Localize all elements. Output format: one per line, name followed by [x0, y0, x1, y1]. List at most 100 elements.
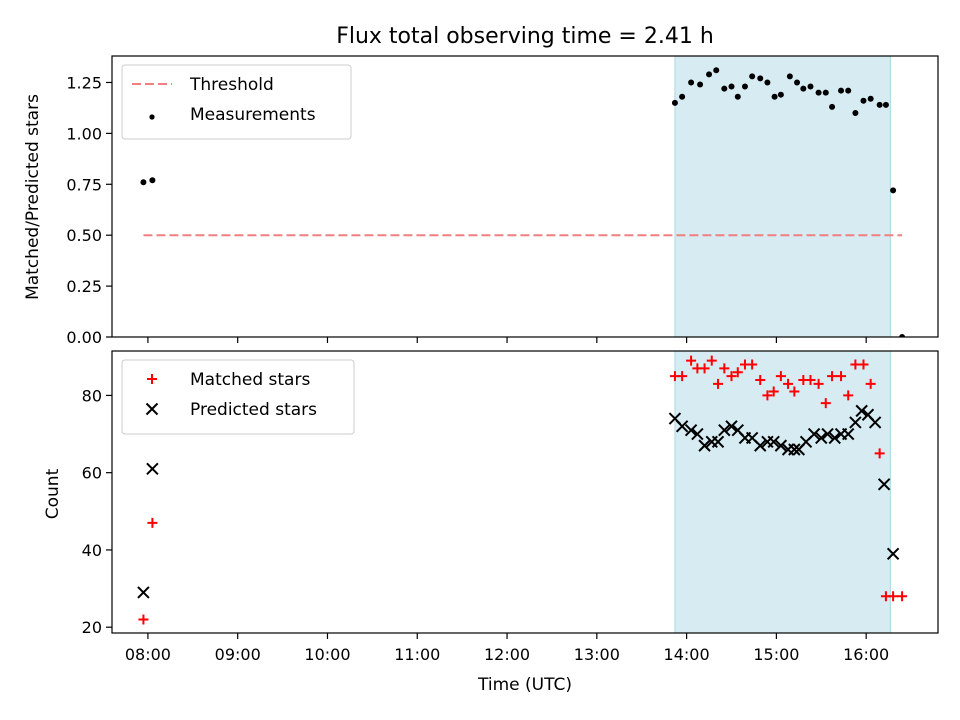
- measurements-point: [777, 91, 784, 98]
- x-tick-label: 09:00: [215, 645, 261, 664]
- y-tick-label: 40: [82, 541, 102, 560]
- legend-label-threshold: Threshold: [189, 75, 274, 95]
- matched-stars-point: [755, 374, 766, 385]
- predicted-stars-point: [815, 431, 828, 445]
- matched-stars-point: [820, 398, 831, 409]
- y-tick-label: 1.00: [66, 124, 102, 143]
- measurements-point: [867, 95, 874, 102]
- predicted-stars-point: [767, 435, 780, 448]
- y-tick-label: 20: [82, 618, 102, 637]
- predicted-stars-point: [821, 427, 834, 441]
- y-tick-label: 0.00: [66, 328, 102, 347]
- x-tick-label: 12:00: [484, 645, 530, 664]
- predicted-stars-point: [849, 416, 862, 429]
- axes-frame: [111, 350, 939, 634]
- plot-area: [140, 67, 906, 337]
- axes-frame: [111, 55, 939, 338]
- plot-area: [137, 355, 908, 625]
- matched-stars-point: [732, 367, 743, 378]
- measurements-point: [794, 79, 801, 86]
- y-tick-label: 0.75: [66, 175, 102, 194]
- measurements-point: [815, 89, 822, 96]
- predicted-stars-point: [868, 416, 882, 429]
- observing-window-span: [674, 351, 891, 633]
- predicted-stars-point: [842, 427, 855, 441]
- legend-label-measurements: Measurements: [190, 105, 316, 125]
- legend-marker-measurements: [149, 114, 155, 120]
- x-tick-label: 10:00: [304, 645, 350, 664]
- chart-title: Flux total observing time = 2.41 h: [336, 24, 714, 49]
- predicted-stars-point: [711, 435, 725, 448]
- predicted-stars-point: [807, 427, 821, 441]
- predicted-stars-point: [855, 404, 868, 418]
- predicted-stars-point: [718, 423, 731, 437]
- top-y-axis-label: Matched/Predicted stars: [23, 94, 43, 300]
- measurements-point: [688, 79, 695, 86]
- y-tick-label: 0.50: [66, 226, 102, 245]
- measurements-point: [882, 101, 889, 108]
- measurements-point: [671, 99, 678, 106]
- measurements-point: [721, 85, 728, 92]
- measurements-point: [822, 89, 829, 96]
- matched-stars-point: [888, 591, 899, 602]
- predicted-stars-point: [691, 427, 704, 441]
- matched-stars-point: [677, 371, 688, 382]
- measurements-point: [829, 103, 836, 110]
- matched-stars-point: [768, 386, 779, 397]
- measurements-point: [852, 110, 859, 117]
- bottom-y-axis-label: Count: [43, 468, 63, 519]
- x-tick-label: 11:00: [394, 645, 440, 664]
- matched-stars-point: [827, 371, 838, 382]
- matched-stars-point: [843, 390, 854, 401]
- measurements-point: [734, 93, 741, 100]
- predicted-stars-point: [886, 547, 900, 561]
- legend-marker-predicted-stars: [145, 402, 159, 416]
- measurements-point: [876, 101, 883, 108]
- predicted-stars-point: [675, 420, 689, 433]
- matched-stars-point: [138, 614, 149, 625]
- measurements-point: [845, 87, 852, 94]
- x-tick-label: 16:00: [843, 645, 889, 664]
- predicted-stars-point: [725, 420, 738, 433]
- measurements-point: [679, 93, 686, 100]
- matched-stars-point: [897, 591, 908, 602]
- top-panel: 0.00 0.25 0.50 0.75 1.00 1.25 Threshold Measure…: [66, 55, 939, 347]
- matched-stars-point: [762, 390, 773, 401]
- matched-stars-point: [147, 517, 158, 528]
- x-tick-label: 13:00: [574, 645, 620, 664]
- measurements-point: [697, 81, 704, 88]
- measurements-point: [728, 83, 735, 90]
- matched-stars-point: [713, 378, 724, 389]
- predicted-stars-point: [684, 423, 698, 437]
- matched-stars-point: [775, 371, 786, 382]
- predicted-stars-point: [137, 586, 150, 599]
- matched-stars-point: [719, 363, 730, 374]
- measurements-point: [741, 83, 748, 90]
- matched-stars-point: [805, 374, 816, 385]
- measurements-point: [771, 93, 778, 100]
- measurements-point: [706, 71, 713, 78]
- bottom-panel: 20 40 60 80 08:00 09:00 10:00 11:00 12:00 13:00 14…: [82, 350, 939, 664]
- predicted-stars-point: [788, 443, 801, 456]
- legend-marker-matched-stars: [147, 374, 157, 384]
- x-axis-label: Time (UTC): [477, 675, 572, 695]
- matched-stars-point: [813, 378, 824, 389]
- measurements-point: [713, 67, 720, 74]
- measurements-point: [890, 187, 897, 194]
- matched-stars-point: [836, 371, 847, 382]
- observing-window-span: [674, 56, 891, 337]
- measurements-point: [800, 85, 807, 92]
- legend-box: [121, 359, 355, 435]
- measurements-point: [860, 97, 867, 104]
- predicted-stars-point: [698, 439, 711, 452]
- y-tick-label: 80: [82, 386, 102, 405]
- matched-stars-point: [858, 359, 869, 370]
- y-tick-label: 60: [82, 464, 102, 483]
- legend-label-matched-stars: Matched stars: [190, 370, 310, 390]
- matched-stars-point: [699, 363, 710, 374]
- predicted-stars-point: [877, 478, 891, 491]
- x-tick-label: 08:00: [125, 645, 171, 664]
- legend-box: [121, 64, 352, 140]
